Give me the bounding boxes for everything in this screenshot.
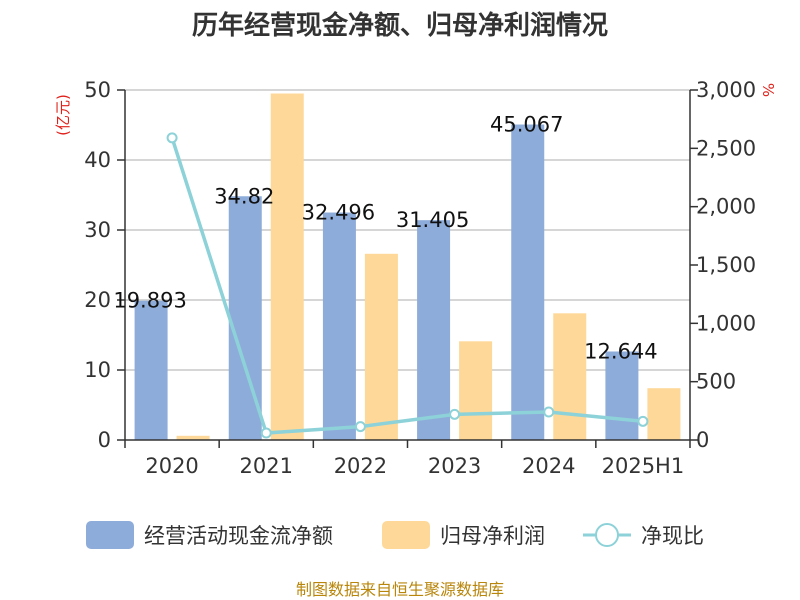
data-label: 32.496	[302, 201, 375, 225]
right-tick-label: 2,000	[696, 195, 756, 219]
x-tick-label: 2024	[522, 454, 575, 478]
bar-cashflow	[134, 300, 168, 440]
bar-cashflow	[322, 212, 356, 440]
x-tick-label: 2025H1	[602, 454, 685, 478]
right-tick-label: 1,500	[696, 253, 756, 277]
left-tick-label: 30	[84, 218, 111, 242]
bar-cashflow	[605, 351, 639, 440]
ratio-line-path	[170, 137, 644, 435]
legend-marker	[595, 523, 619, 547]
gridlines	[125, 89, 690, 371]
data-label: 34.82	[214, 184, 274, 208]
bar-net-profit	[459, 341, 493, 440]
bar-cashflow	[417, 220, 451, 440]
data-label: 19.893	[113, 289, 186, 313]
ratio-point	[637, 415, 649, 427]
data-label: 45.067	[490, 113, 563, 137]
right-axis-unit: %	[759, 83, 777, 97]
bar-cashflow	[511, 124, 545, 440]
legend-swatch	[382, 521, 430, 549]
legend-label: 净现比	[641, 524, 704, 548]
left-tick-label: 0	[98, 428, 111, 452]
bar-net-profit	[270, 93, 304, 440]
right-tick-label: 0	[696, 428, 709, 452]
bars	[134, 93, 681, 440]
ratio-point	[166, 132, 178, 144]
legend-swatch	[86, 521, 134, 549]
data-label: 31.405	[396, 208, 469, 232]
data-label: 12.644	[584, 339, 657, 363]
ratio-point	[543, 406, 555, 418]
right-tick-label: 3,000	[696, 78, 756, 102]
right-tick-label: 2,500	[696, 136, 756, 160]
left-tick-label: 40	[84, 148, 111, 172]
right-tick-label: 500	[696, 370, 736, 394]
left-axis-unit: (亿元)	[54, 94, 72, 136]
axes: 0102030405005001,0001,5002,0002,5003,000…	[84, 78, 756, 478]
x-tick-label: 2020	[145, 454, 198, 478]
ratio-line	[166, 132, 649, 439]
bar-net-profit	[553, 313, 587, 440]
left-tick-label: 50	[84, 78, 111, 102]
source-note: 制图数据来自恒生聚源数据库	[296, 580, 504, 599]
data-labels: 19.893 34.82 32.496 31.405 45.067 12.644	[113, 113, 657, 364]
chart-title: 历年经营现金净额、归母净利润情况	[192, 10, 608, 41]
bar-net-profit	[176, 435, 210, 440]
left-tick-label: 20	[84, 288, 111, 312]
ratio-point	[354, 421, 366, 433]
left-tick-label: 10	[84, 358, 111, 382]
x-tick-label: 2022	[334, 454, 387, 478]
bar-net-profit	[364, 253, 398, 440]
legend-label: 经营活动现金流净额	[144, 524, 333, 548]
legend: 经营活动现金流净额 归母净利润 净现比	[86, 521, 704, 549]
right-tick-label: 1,000	[696, 311, 756, 335]
ratio-point	[260, 427, 272, 439]
x-tick-label: 2021	[240, 454, 293, 478]
ratio-point	[449, 408, 461, 420]
x-tick-label: 2023	[428, 454, 481, 478]
legend-label: 归母净利润	[440, 524, 545, 548]
bar-net-profit	[647, 388, 681, 440]
